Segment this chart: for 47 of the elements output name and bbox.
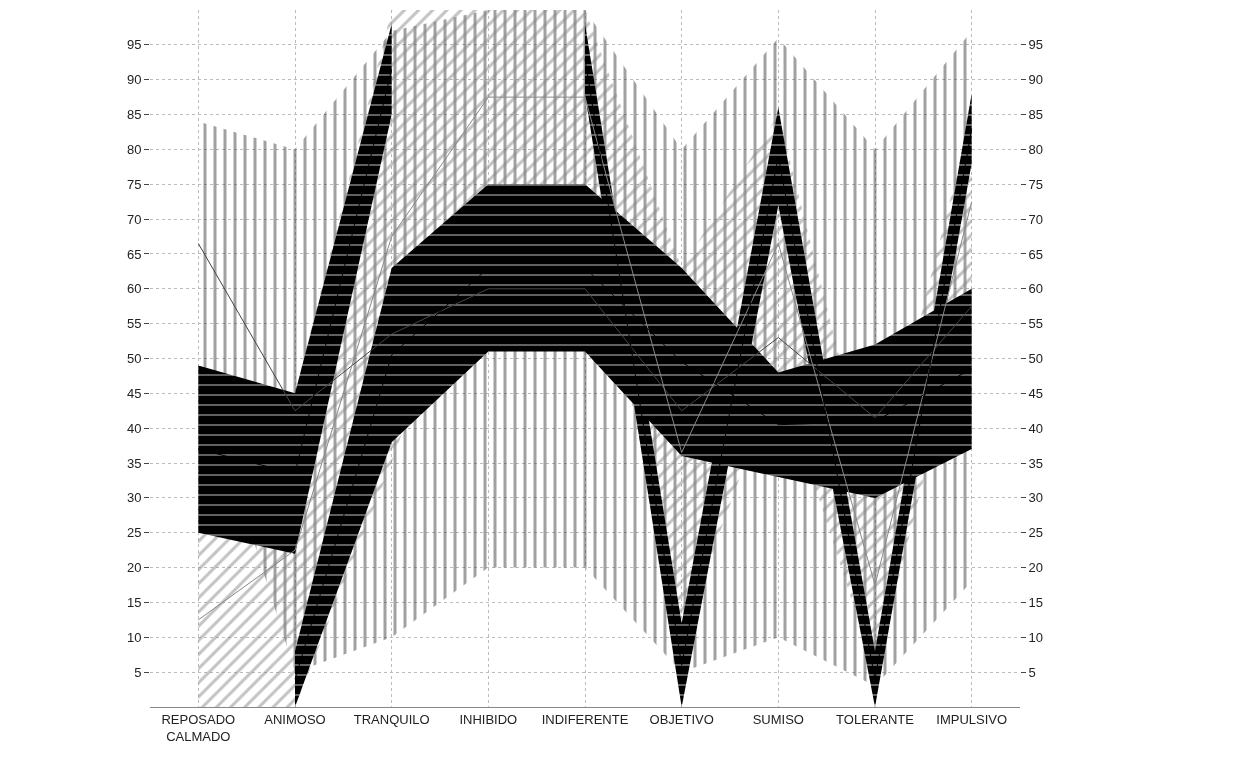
y-tick-label: 70 [126, 211, 142, 227]
y2-tick-label: 20 [1028, 560, 1044, 576]
x-tick-label: ANIMOSO [264, 711, 326, 727]
y2-tick-label: 5 [1028, 664, 1036, 680]
y2-tick-label: 15 [1028, 595, 1044, 610]
x-tick-label: INDIFERENTE [541, 711, 629, 727]
y-tick-label: 75 [126, 176, 142, 192]
y2-tick-label: 60 [1028, 281, 1044, 297]
y2-tick-label: 90 [1028, 72, 1044, 88]
y2-tick-label: 75 [1028, 176, 1044, 192]
x-tick-label: IMPULSIVO [936, 711, 1008, 727]
x-tick-label: TRANQUILO [353, 711, 430, 727]
x-tick-label: SUMISO [752, 711, 804, 727]
y-tick-label: 20 [126, 560, 142, 576]
y2-tick-label: 65 [1028, 246, 1044, 262]
y2-tick-label: 80 [1028, 141, 1044, 157]
y-tick-label: 60 [126, 281, 142, 297]
y-tick-label: 35 [126, 455, 142, 471]
x-tick-label: OBJETIVO [649, 711, 714, 727]
y2-tick-label: 30 [1028, 490, 1044, 506]
y2-tick-label: 55 [1028, 316, 1044, 332]
y-tick-label: 95 [126, 37, 142, 53]
x-tick-label: INHIBIDO [459, 711, 518, 727]
y-tick-label: 15 [126, 595, 142, 610]
y2-tick-label: 45 [1028, 385, 1044, 401]
y-tick-label: 40 [126, 420, 142, 436]
x-tick-label: TOLERANTE [836, 711, 915, 727]
y-tick-label: 85 [126, 107, 142, 123]
y2-tick-label: 25 [1028, 525, 1044, 541]
y-tick-label: 90 [126, 72, 142, 88]
y-tick-label: 80 [126, 141, 142, 157]
y2-tick-label: 10 [1028, 629, 1044, 645]
y-tick-label: 65 [126, 246, 142, 262]
y2-tick-label: 40 [1028, 420, 1044, 436]
y2-tick-label: 50 [1028, 351, 1044, 367]
y2-tick-label: 85 [1028, 107, 1044, 123]
y2-tick-label: 35 [1028, 455, 1044, 471]
y-tick-label: 25 [126, 525, 142, 541]
y-tick-label: 30 [126, 490, 142, 506]
y-tick-label: 10 [126, 629, 142, 645]
y-tick-label: 45 [126, 385, 142, 401]
y2-tick-label: 95 [1028, 37, 1044, 53]
x-tick-label: REPOSADO CALMADO [161, 711, 236, 744]
y-tick-label: 5 [134, 664, 142, 680]
y-tick-label: 50 [126, 351, 142, 367]
y2-tick-label: 70 [1028, 211, 1044, 227]
y-tick-label: 55 [126, 316, 142, 332]
